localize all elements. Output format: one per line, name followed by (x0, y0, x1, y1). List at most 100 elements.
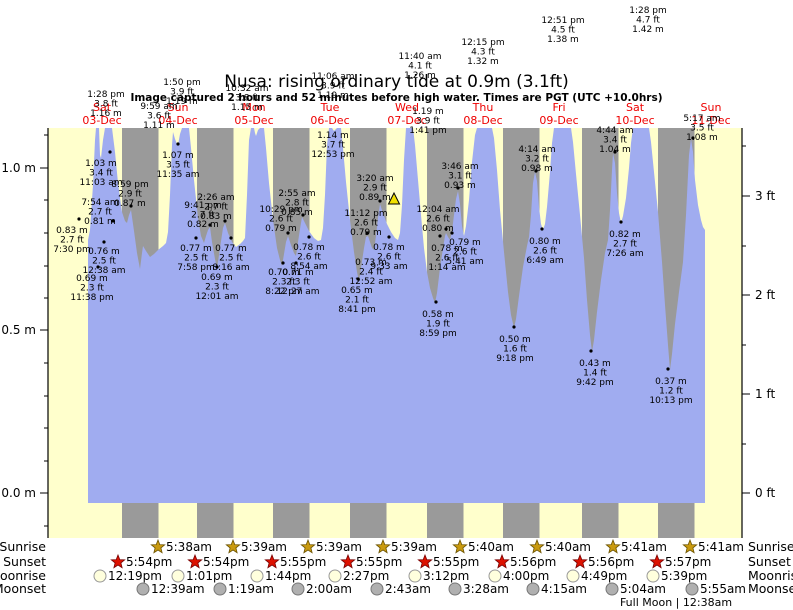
tide-point-dot (176, 142, 180, 146)
astro-time: 5:54pm (203, 555, 249, 569)
astro-time: 5:39am (316, 540, 362, 554)
sunrise-star-icon (529, 538, 545, 554)
tide-point-dot (194, 236, 198, 240)
tide-point-dot (691, 136, 695, 140)
sunset-star-icon (494, 553, 510, 569)
astro-time: 5:41am (698, 540, 744, 554)
tide-annotation: 0.69 m (201, 273, 233, 283)
astro-time: 12:39am (151, 582, 205, 596)
tide-annotation: 2.5 ft (219, 254, 243, 264)
tide-annotation: 0.83 m (200, 212, 232, 222)
tide-annotation: 1.2 ft (659, 387, 683, 397)
day-date-label: 04-Dec (158, 114, 197, 127)
tide-annotation: 4.3 ft (471, 48, 495, 58)
tide-annotation: 1.38 m (547, 35, 579, 45)
tide-annotation: 3:20 am (356, 174, 393, 184)
chart-title: Nusa: rising ordinary tide at 0.9m (3.1f… (224, 72, 569, 92)
moonrise-circle-icon (566, 569, 580, 583)
astro-time: 12:19pm (108, 569, 162, 583)
tide-annotation: 2.6 ft (269, 215, 293, 225)
tide-annotation: 2:55 am (278, 189, 315, 199)
tide-point-dot (229, 236, 233, 240)
astro-time: 4:49pm (581, 569, 627, 583)
astro-time: 5:55am (700, 582, 746, 596)
day-label: Wed (395, 101, 419, 114)
tide-annotation: 3.5 ft (690, 124, 714, 134)
astro-time: 1:19am (228, 582, 274, 596)
left-axis-label: 0.0 m (1, 486, 36, 500)
tide-annotation: 8:41 pm (338, 305, 376, 315)
tide-annotation: 0.65 m (341, 286, 373, 296)
day-label: Sat (93, 101, 112, 114)
tide-annotation: 11:35 am (156, 170, 199, 180)
day-date-label: 08-Dec (463, 114, 502, 127)
chart-subtitle: Image captured 2 hours and 52 minutes be… (130, 92, 663, 104)
astro-time: 5:55pm (280, 555, 326, 569)
sunrise-star-icon (300, 538, 316, 554)
tide-point-dot (450, 231, 454, 235)
astro-time: 5:39pm (661, 569, 707, 583)
tide-annotation: 0.69 m (76, 274, 108, 284)
tide-point-dot (111, 219, 115, 223)
tide-point-dot (589, 349, 593, 353)
tide-annotation: 12:53 pm (311, 150, 354, 160)
day-label: Sat (626, 101, 645, 114)
astro-time: 5:54pm (126, 555, 172, 569)
day-date-label: 10-Dec (615, 114, 654, 127)
tide-annotation: 1.07 m (162, 151, 194, 161)
tide-annotation: 2.6 ft (453, 248, 477, 258)
astro-time: 2:27pm (343, 569, 389, 583)
tide-annotation: 9:42 pm (576, 378, 614, 388)
tide-point-dot (108, 150, 112, 154)
tide-point-dot (365, 231, 369, 235)
day-label: Thu (472, 101, 494, 114)
tide-annotation: 11:03 am (79, 178, 122, 188)
tide-annotation: 4.1 ft (408, 62, 432, 72)
tide-annotation: 0.81 m (84, 217, 116, 227)
sunset-star-icon (572, 553, 588, 569)
tide-annotation: 12:52 am (349, 277, 392, 287)
tide-annotation: 0.78 m (431, 244, 463, 254)
right-axis-label: 2 ft (755, 288, 775, 302)
tide-annotation: 2.6 ft (354, 219, 378, 229)
current-tide-marker (387, 191, 401, 205)
tide-annotation: 2.4 ft (359, 268, 383, 278)
tide-point-dot (378, 199, 382, 203)
tide-annotation: 2.7 ft (88, 208, 112, 218)
left-axis-label: 1.0 m (1, 161, 36, 175)
tide-annotation: 3.1 ft (448, 172, 472, 182)
tide-annotation: 0.85 m (281, 208, 313, 218)
tide-point-dot (456, 186, 460, 190)
tide-annotation: 1.32 m (467, 57, 499, 67)
day-date-label: 07-Dec (387, 114, 426, 127)
tide-annotation: 1.19 m (317, 91, 349, 101)
tide-annotation: 0.93 m (444, 181, 476, 191)
moonset-circle-icon (685, 582, 699, 596)
tide-annotation: 1.15 m (231, 103, 263, 113)
tide-annotation: 11:38 pm (70, 293, 113, 303)
astro-time: 3:28am (463, 582, 509, 596)
tide-annotation: 2.6 ft (435, 254, 459, 264)
moonrise-circle-icon (93, 569, 107, 583)
sunset-star-icon (187, 553, 203, 569)
day-label: Sun (701, 101, 722, 114)
moonrise-circle-icon (408, 569, 422, 583)
tide-annotation: 1:14 am (428, 263, 465, 273)
astro-time: 5:39am (241, 540, 287, 554)
tide-point-dot (102, 240, 106, 244)
day-label: Sun (168, 101, 189, 114)
moonset-circle-icon (370, 582, 384, 596)
tide-annotation: 0.73 m (355, 258, 387, 268)
tide-annotation: 9:41 pm (184, 201, 222, 211)
tide-annotation: 1:41 pm (409, 126, 447, 136)
tide-annotation: 1.14 m (317, 131, 349, 141)
tide-annotation: 2.3 ft (272, 278, 296, 288)
tide-annotation: 1.42 m (632, 25, 664, 35)
tide-annotation: 0.79 m (449, 238, 481, 248)
tide-annotation: 3.5 ft (166, 161, 190, 171)
tide-point-dot (619, 220, 623, 224)
tide-annotation: 1:28 pm (629, 6, 667, 16)
tide-annotation: 1.04 m (599, 145, 631, 155)
sunrise-star-icon (375, 538, 391, 554)
